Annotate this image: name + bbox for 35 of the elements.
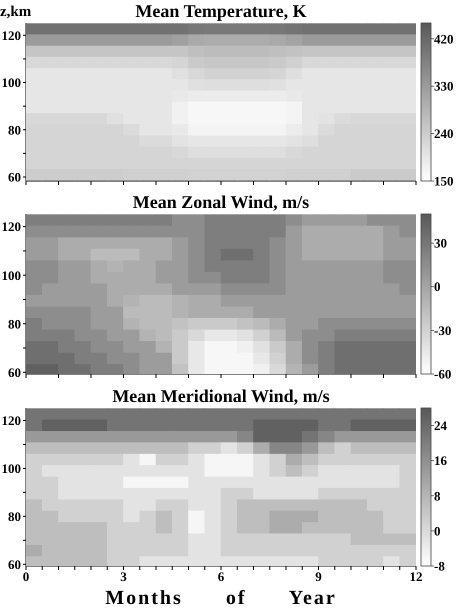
y-tick-label: 60 [8, 556, 21, 572]
color-bar-label: -60 [434, 366, 452, 382]
x-tick-label: 0 [22, 569, 30, 584]
color-bar-label: 330 [434, 78, 454, 94]
x-tick-label: 3 [120, 569, 128, 584]
color-bar-label: 0 [434, 523, 440, 538]
x-tick-label: 12 [410, 569, 422, 584]
color-bar-label: 24 [434, 418, 448, 434]
chart-title: Mean Meridional Wind, m/s [111, 386, 331, 406]
y-tick-label: 80 [8, 508, 21, 524]
color-bar-label: 0 [434, 279, 440, 294]
y-tick-label: 80 [8, 122, 21, 138]
x-tick-label: 9 [315, 569, 322, 584]
y-tick-label: 120 [2, 28, 21, 43]
y-axis-title: z,km [0, 4, 32, 20]
y-tick-label: 60 [8, 364, 21, 380]
color-bar-label: 30 [434, 236, 447, 251]
x-tick-label: 6 [218, 569, 225, 584]
y-tick-label: 120 [2, 219, 21, 234]
y-tick-label: 120 [2, 413, 21, 428]
color-bar-label: -30 [434, 322, 452, 338]
y-tick-label: 100 [2, 75, 21, 90]
y-tick-label: 100 [2, 268, 21, 283]
y-tick-label: 60 [8, 170, 21, 185]
color-bar-label: 240 [434, 126, 454, 142]
y-tick-label: 80 [8, 316, 21, 332]
x-axis-title: Months of Year [104, 587, 338, 609]
color-bar-label: 150 [434, 174, 454, 188]
chart-title: Mean Temperature, K [135, 1, 307, 21]
chart-title: Mean Zonal Wind, m/s [132, 192, 310, 212]
color-bar-label: 420 [434, 31, 454, 46]
color-bar-label: -8 [434, 558, 446, 574]
y-tick-label: 100 [2, 461, 21, 476]
color-bar-label: 16 [434, 453, 448, 468]
color-bar-label: 8 [434, 488, 441, 504]
